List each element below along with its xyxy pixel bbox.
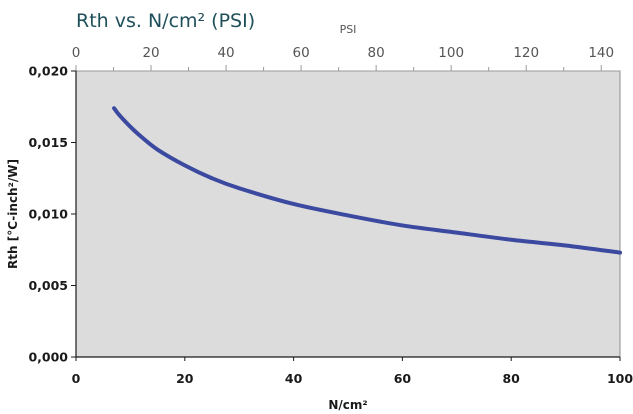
y-axis-tick-label: 0,000 <box>28 350 68 365</box>
y-axis: 0,000 0,005 0,010 0,015 0,020 <box>28 64 77 365</box>
y-axis-tick-label: 0,010 <box>28 207 68 222</box>
chart-title: Rth vs. N/cm² (PSI) <box>76 10 255 32</box>
y-axis-title: Rth [°C-inch²/W] <box>6 159 20 269</box>
x-axis-tick-label: 40 <box>285 371 303 386</box>
x-axis-tick-label: 100 <box>607 371 633 386</box>
y-axis-tick-label: 0,015 <box>28 135 68 150</box>
x-axis: 0 20 40 60 80 100 <box>72 356 633 386</box>
top-axis-tick-label: 0 <box>72 45 81 61</box>
top-axis-tick-label: 80 <box>368 45 385 61</box>
top-axis-tick-label: 120 <box>513 45 539 61</box>
top-axis: 0 20 40 60 80 100 120 140 <box>72 45 620 72</box>
y-axis-tick-label: 0,005 <box>28 278 68 293</box>
top-axis-tick-label: 40 <box>217 45 234 61</box>
top-axis-tick-label: 60 <box>293 45 310 61</box>
top-axis-title: PSI <box>340 23 357 36</box>
x-axis-tick-label: 60 <box>394 371 412 386</box>
top-axis-tick-label: 140 <box>588 45 614 61</box>
series-layer <box>112 106 622 255</box>
x-axis-tick-label: 0 <box>72 371 81 386</box>
top-axis-tick-label: 20 <box>142 45 159 61</box>
top-axis-tick-label: 100 <box>438 45 464 61</box>
y-axis-tick-label: 0,020 <box>28 64 68 79</box>
x-axis-tick-label: 80 <box>502 371 520 386</box>
x-axis-title: N/cm² <box>328 398 367 412</box>
x-axis-tick-label: 20 <box>176 371 194 386</box>
